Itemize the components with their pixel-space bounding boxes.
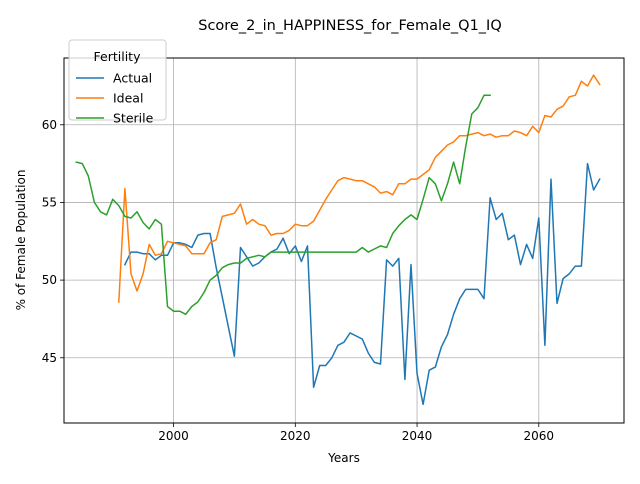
x-tick-label: 2060 — [524, 429, 555, 443]
y-axis-label: % of Female Population — [14, 170, 28, 311]
series-line-ideal — [118, 74, 601, 303]
legend: Fertility Actual Ideal Sterile — [68, 39, 167, 126]
plot-frame — [63, 57, 625, 424]
legend-label-sterile: Sterile — [113, 111, 154, 126]
legend-box — [68, 39, 167, 121]
x-tick-label: 2000 — [158, 429, 189, 443]
series-line-actual — [123, 162, 601, 406]
y-tick-label: 55 — [42, 195, 57, 209]
y-axis-ticks: 45 50 55 60 — [42, 118, 64, 365]
series-layer — [75, 74, 601, 406]
x-tick-label: 2040 — [402, 429, 433, 443]
legend-title: Fertility — [94, 49, 142, 64]
series-line-sterile — [75, 94, 491, 316]
legend-label-ideal: Ideal — [113, 91, 143, 106]
y-tick-label: 60 — [42, 118, 57, 132]
grid — [64, 58, 624, 423]
x-axis-ticks: 2000 2020 2040 2060 — [158, 423, 554, 443]
legend-label-actual: Actual — [113, 71, 152, 86]
y-tick-label: 45 — [42, 351, 57, 365]
x-tick-label: 2020 — [280, 429, 311, 443]
chart-title: Score_2_in_HAPPINESS_for_Female_Q1_IQ — [198, 18, 502, 34]
x-axis-label: Years — [327, 451, 360, 465]
legend-entries: Actual Ideal Sterile — [76, 71, 154, 126]
y-tick-label: 50 — [42, 273, 57, 287]
